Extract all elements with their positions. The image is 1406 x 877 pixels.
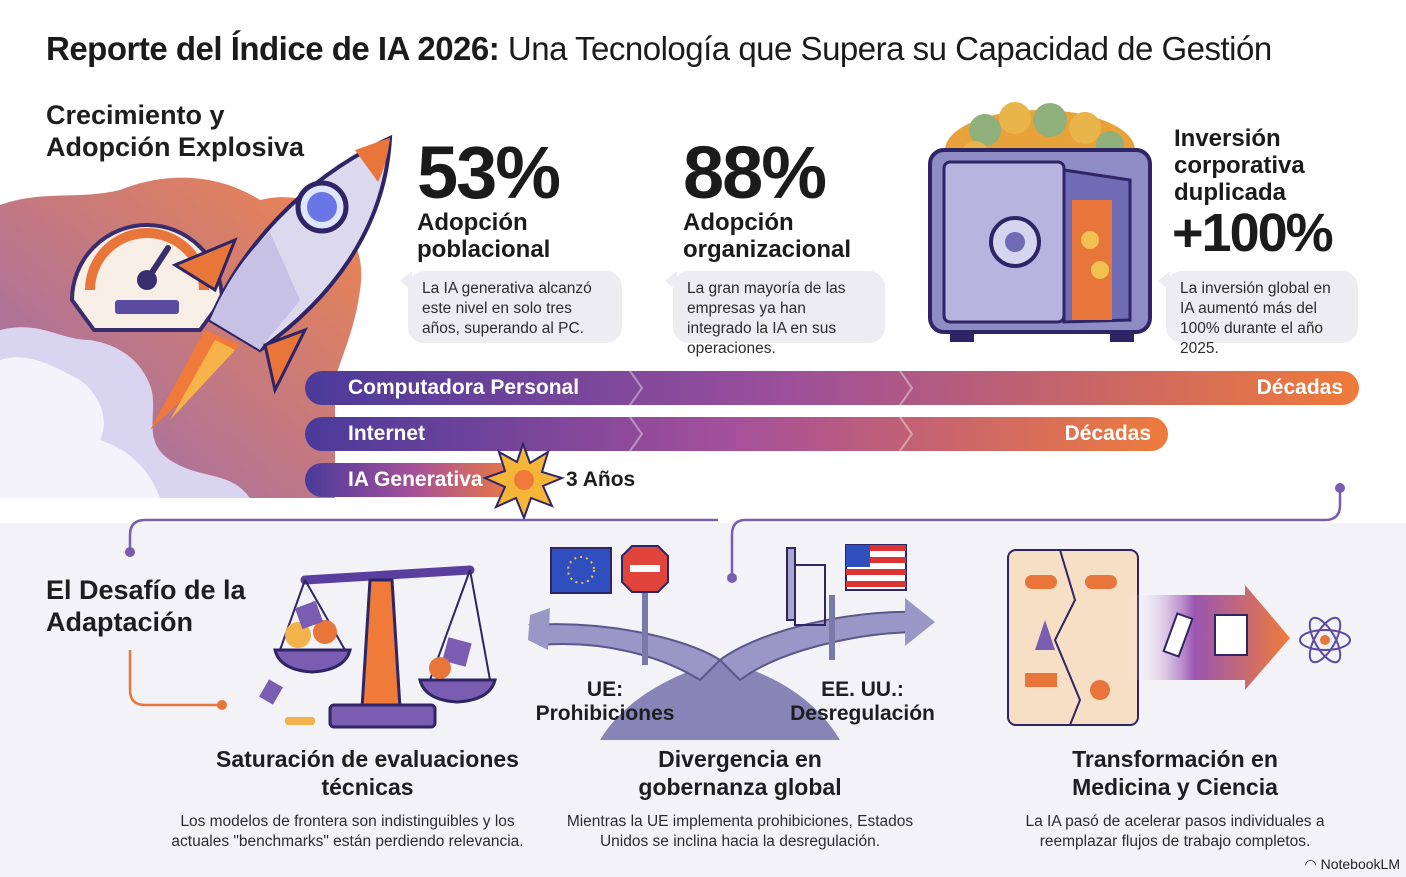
- stat-value: +100%: [1172, 203, 1334, 263]
- atom-icon: [1299, 616, 1351, 664]
- brand-name: NotebookLM: [1320, 856, 1400, 872]
- card-text: La IA pasó de acelerar pasos individuale…: [1025, 813, 1325, 850]
- challenge-heading: El Desafío de la Adaptación: [46, 575, 246, 637]
- stat-value: 88%: [683, 131, 827, 214]
- gate-icon: [786, 547, 835, 660]
- page-title-bold: Reporte del Índice de IA 2026:: [46, 30, 500, 67]
- card-title: Transformación en Medicina y Ciencia: [1072, 746, 1278, 800]
- stop-sign-icon: [621, 545, 669, 665]
- card-text: Mientras la UE implementa prohibiciones,…: [566, 813, 914, 850]
- us-flag-icon: [845, 544, 907, 591]
- page-title: Reporte del Índice de IA 2026: Una Tecno…: [46, 30, 1272, 68]
- stat-note: La IA generativa alcanzó este nivel en s…: [400, 271, 622, 343]
- brand-label: ◠ NotebookLM: [1305, 856, 1401, 873]
- stat-label: Adopción poblacional: [417, 209, 551, 263]
- road-label-eu: UE: Prohibiciones: [535, 678, 675, 725]
- explosion-icon: [482, 440, 565, 521]
- timeline-bars: [305, 370, 1359, 497]
- stat-label: Inversión corporativa duplicada: [1174, 125, 1305, 206]
- arrow-icon: [1130, 585, 1290, 690]
- rocket-icon: [150, 134, 393, 430]
- timeline-label: IA Generativa: [348, 468, 483, 491]
- road-label-us: EE. UU.: Desregulación: [790, 678, 935, 725]
- growth-heading: Crecimiento y Adopción Explosiva: [46, 100, 305, 162]
- timeline-label: Internet: [348, 422, 426, 445]
- page-title-rest: Una Tecnología que Supera su Capacidad d…: [499, 30, 1272, 67]
- eu-flag-icon: [550, 547, 612, 594]
- scale-icon: [259, 565, 497, 729]
- timeline-label: Computadora Personal: [348, 376, 580, 399]
- brand-icon: ◠: [1304, 856, 1317, 872]
- stat-value: 53%: [417, 131, 561, 214]
- speedometer-icon: [69, 223, 225, 332]
- vault-icon: [928, 102, 1152, 342]
- stat-note: La inversión global en IA aumentó más de…: [1158, 271, 1358, 357]
- timeline-end: 3 Años: [566, 468, 636, 491]
- stat-note: La gran mayoría de las empresas ya han i…: [665, 271, 885, 357]
- card-title: Divergencia en gobernanza global: [638, 746, 842, 800]
- flowchart-icon: [1007, 549, 1139, 726]
- timeline-end: Décadas: [1256, 376, 1343, 399]
- card-title: Saturación de evaluaciones técnicas: [216, 746, 519, 800]
- timeline-end: Décadas: [1064, 422, 1151, 445]
- roads-icon: [528, 598, 935, 740]
- stat-label: Adopción organizacional: [683, 209, 852, 263]
- card-text: Los modelos de frontera son indistinguib…: [171, 813, 524, 850]
